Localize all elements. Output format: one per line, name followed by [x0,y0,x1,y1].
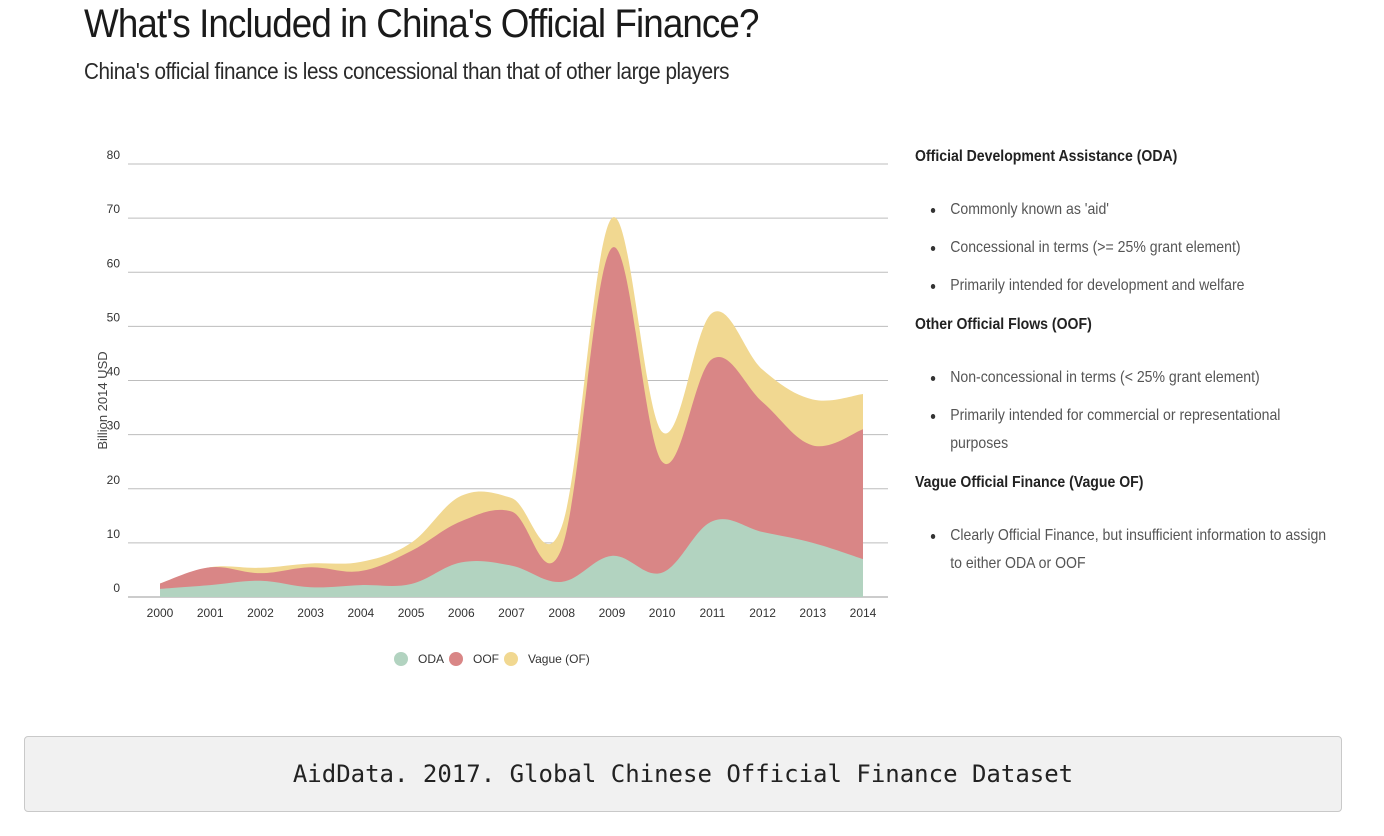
legend-swatch [449,652,463,666]
oda-bullets: Commonly known as 'aid' Concessional in … [915,196,1315,300]
oof-section: Other Official Flows (OOF) Non-concessio… [915,316,1315,458]
y-tick-label: 60 [107,256,121,270]
source-caption: AidData. 2017. Global Chinese Official F… [24,736,1342,812]
x-tick-label: 2012 [749,606,776,620]
x-tick-label: 2007 [498,606,525,620]
x-tick-label: 2011 [699,606,725,620]
legend-label: OOF [473,652,499,666]
x-tick-label: 2010 [649,606,676,620]
legend-label: Vague (OF) [528,652,590,666]
x-tick-label: 2006 [448,606,475,620]
y-tick-label: 30 [107,419,121,433]
oda-bullet: Concessional in terms (>= 25% grant elem… [915,234,1329,262]
oda-heading: Official Development Assistance (ODA) [915,148,1178,165]
legend-label: ODA [418,652,444,666]
x-tick-label: 2014 [850,606,877,620]
x-tick-label: 2004 [348,606,375,620]
y-tick-label: 10 [107,527,121,541]
vague-of-bullet: Clearly Official Finance, but insufficie… [915,522,1329,578]
y-tick-label: 20 [107,473,121,487]
oof-heading: Other Official Flows (OOF) [915,316,1092,333]
oof-bullet: Non-concessional in terms (< 25% grant e… [915,364,1329,392]
y-axis-label: Billion 2014 USD [95,351,110,449]
area-oof [160,247,863,597]
x-tick-label: 2009 [599,606,626,620]
area-oda [160,519,863,597]
definitions-panel: Official Development Assistance (ODA) Co… [915,148,1326,594]
vague-of-bullets: Clearly Official Finance, but insufficie… [915,522,1326,578]
x-tick-label: 2013 [799,606,826,620]
y-tick-label: 80 [107,148,121,162]
y-tick-label: 50 [107,310,121,324]
chart-title: What's Included in China's Official Fina… [84,2,759,46]
legend-swatch [394,652,408,666]
oda-bullet: Commonly known as 'aid' [915,196,1329,224]
y-tick-label: 40 [107,365,121,379]
chart-subtitle: China's official finance is less concess… [84,58,730,84]
vague-of-heading: Vague Official Finance (Vague OF) [915,474,1144,491]
x-tick-label: 2003 [297,606,324,620]
vague-of-section: Vague Official Finance (Vague OF) Clearl… [915,474,1326,578]
stacked-area-chart: 0 10 20 30 40 50 60 70 80 2000 2001 2002 2003 2004 200… [95,148,888,666]
oda-bullet: Primarily intended for development and w… [915,272,1329,300]
y-tick-label: 70 [107,202,121,216]
legend-swatch [504,652,518,666]
y-tick-label: 0 [113,581,120,595]
x-tick-label: 2008 [548,606,575,620]
x-tick-label: 2000 [147,606,174,620]
x-tick-label: 2005 [398,606,425,620]
oof-bullet: Primarily intended for commercial or rep… [915,402,1329,458]
x-tick-label: 2002 [247,606,274,620]
oof-bullets: Non-concessional in terms (< 25% grant e… [915,364,1315,458]
oda-section: Official Development Assistance (ODA) Co… [915,148,1315,300]
x-tick-label: 2001 [197,606,224,620]
